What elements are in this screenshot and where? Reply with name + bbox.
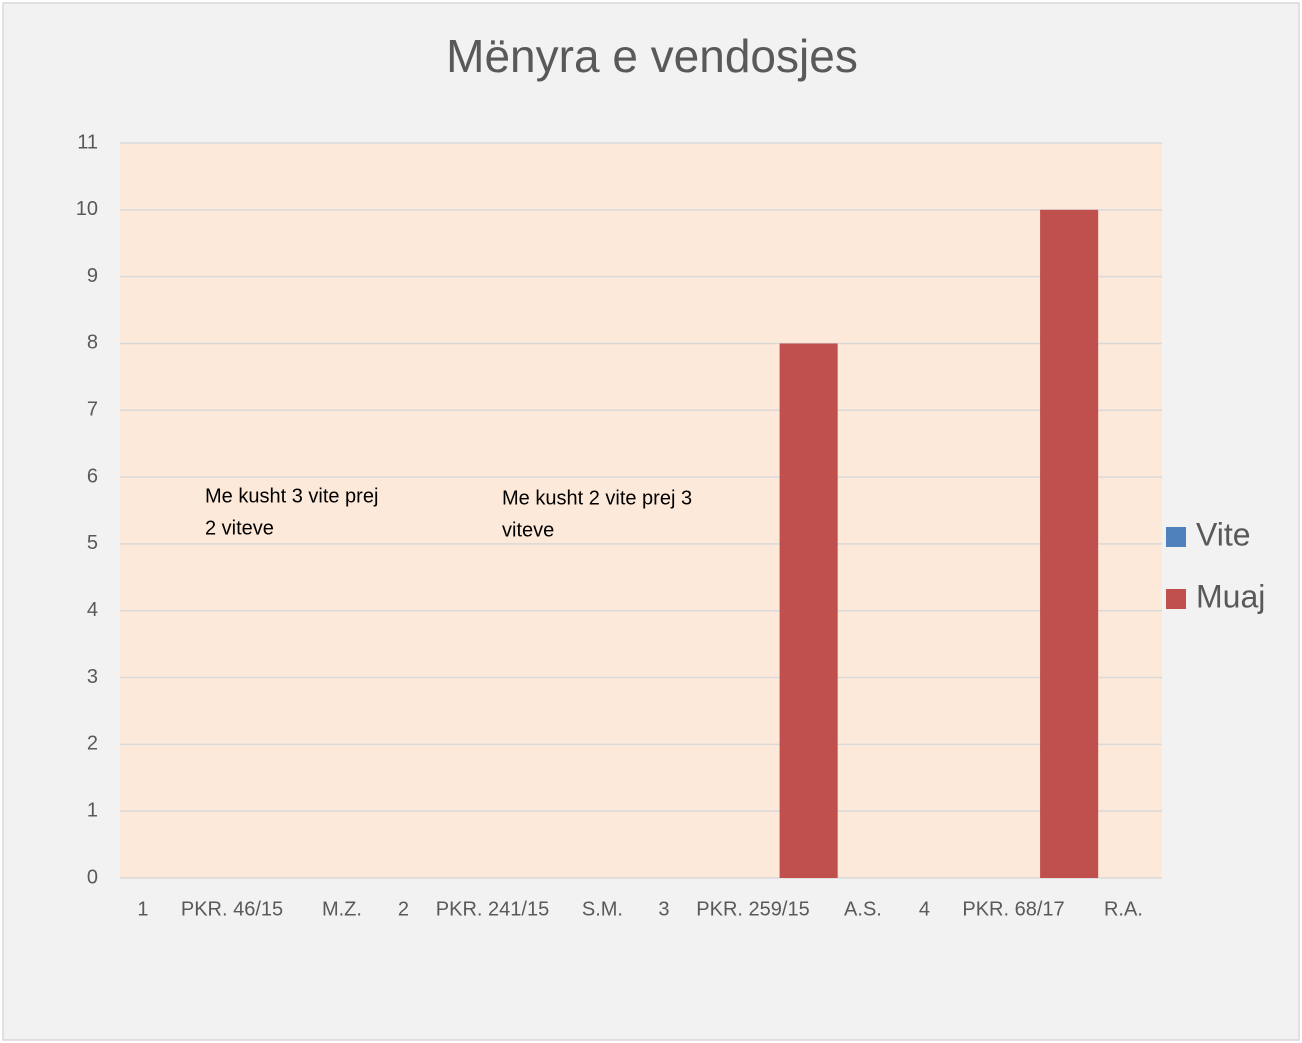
legend-swatch: [1166, 527, 1186, 547]
y-tick-label: 4: [87, 599, 98, 621]
y-tick-label: 7: [87, 399, 98, 421]
x-tick-label: PKR. 46/15: [181, 898, 283, 920]
y-tick-label: 11: [77, 131, 98, 153]
y-tick-label: 1: [87, 799, 98, 821]
x-tick-label: PKR. 68/17: [962, 898, 1064, 920]
y-tick-label: 2: [87, 733, 98, 755]
x-tick-label: R.A.: [1104, 898, 1143, 920]
x-tick-label: A.S.: [844, 898, 882, 920]
x-tick-label: 4: [919, 898, 930, 920]
annotation: viteve: [502, 519, 554, 541]
y-tick-label: 9: [87, 265, 98, 287]
chart-title: Mënyra e vendosjes: [446, 30, 858, 82]
bar: [779, 343, 838, 878]
legend-label: Muaj: [1196, 578, 1265, 614]
x-tick-label: 2: [398, 898, 409, 920]
y-tick-label: 0: [87, 866, 98, 888]
y-tick-label: 8: [87, 332, 98, 354]
bar: [1040, 209, 1099, 878]
annotation: 2 viteve: [205, 517, 274, 539]
x-tick-label: 3: [658, 898, 669, 920]
plot-area: [120, 143, 1162, 878]
x-tick-label: S.M.: [582, 898, 623, 920]
x-tick-label: PKR. 241/15: [436, 898, 549, 920]
legend-swatch: [1166, 589, 1186, 609]
annotation: Me kusht 3 vite prej: [205, 485, 378, 507]
y-tick-label: 5: [87, 532, 98, 554]
x-tick-label: 1: [137, 898, 148, 920]
x-tick-label: M.Z.: [322, 898, 362, 920]
y-tick-label: 3: [87, 666, 98, 688]
y-tick-label: 10: [76, 198, 98, 220]
y-tick-label: 6: [87, 465, 98, 487]
x-tick-label: PKR. 259/15: [696, 898, 809, 920]
legend-label: Vite: [1196, 516, 1251, 552]
annotation: Me kusht 2 vite prej 3: [502, 487, 692, 509]
